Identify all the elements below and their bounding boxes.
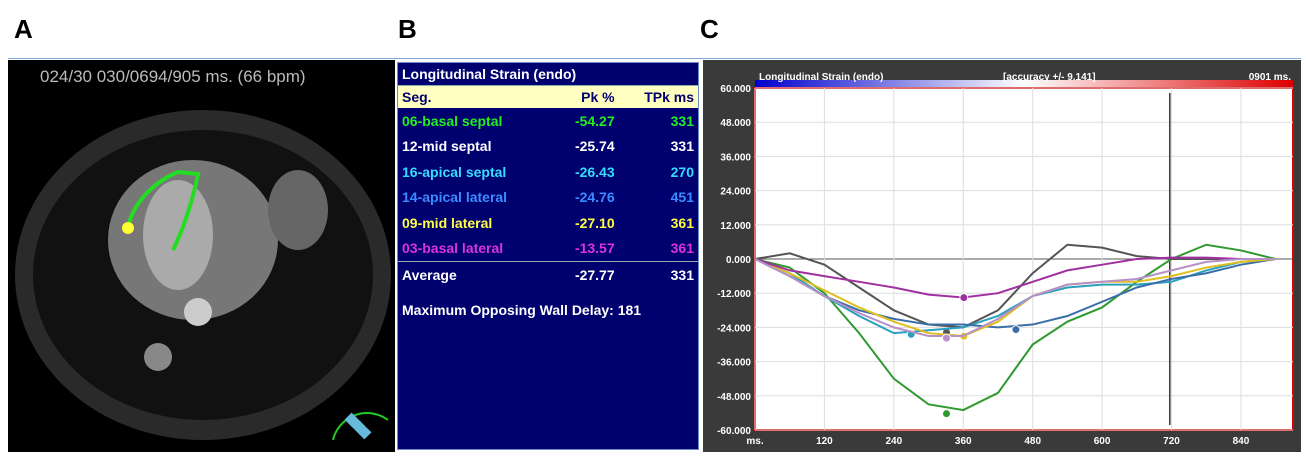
chart: Longitudinal Strain (endo) [accuracy +/- … <box>703 60 1301 452</box>
table-cell: 331 <box>619 262 698 288</box>
peak-marker <box>960 294 968 302</box>
table-cell: 451 <box>619 185 698 211</box>
aorta <box>184 298 212 326</box>
y-tick-label: -48.000 <box>717 392 751 403</box>
y-tick-label: 12.000 <box>720 221 751 232</box>
figure: A B C 024/30 030/0694/905 ms. (66 bpm) L… <box>0 0 1306 456</box>
table-title: Longitudinal Strain (endo) <box>398 63 698 86</box>
contour-point <box>122 222 134 234</box>
peak-marker <box>942 334 950 342</box>
y-tick-label: 24.000 <box>720 187 751 198</box>
panel-label: B <box>398 14 417 45</box>
table-cell: 361 <box>619 210 698 236</box>
table-cell: -27.77 <box>553 262 618 288</box>
table-cell: -54.27 <box>553 108 618 134</box>
table-cell: 14-apical lateral <box>398 185 553 211</box>
chart-title: Longitudinal Strain (endo) <box>759 72 883 83</box>
x-tick-label: 480 <box>1024 436 1041 447</box>
y-tick-label: -24.000 <box>717 323 751 334</box>
table-cell: -24.76 <box>553 185 618 211</box>
table-cell: 331 <box>619 108 698 134</box>
x-tick-label: 120 <box>816 436 833 447</box>
peak-marker <box>1012 326 1020 334</box>
table-cell: -13.57 <box>553 236 618 262</box>
column-header: TPk ms <box>619 86 698 109</box>
table-cell: -25.74 <box>553 134 618 160</box>
pencil-icon <box>345 413 372 440</box>
table-cell: -27.10 <box>553 210 618 236</box>
table-footer: Maximum Opposing Wall Delay: 181 <box>398 288 698 332</box>
spine <box>144 343 172 371</box>
table-cell: 16-apical septal <box>398 159 553 185</box>
time-label: 0901 ms. <box>1249 72 1291 83</box>
x-tick-label: 360 <box>955 436 972 447</box>
mri-image: 024/30 030/0694/905 ms. (66 bpm) <box>8 60 395 452</box>
table-cell: 12-mid septal <box>398 134 553 160</box>
table-cell: 03-basal lateral <box>398 236 553 262</box>
x-tick-label: 720 <box>1163 436 1180 447</box>
y-tick-label: 0.000 <box>726 255 751 266</box>
table-cell: -26.43 <box>553 159 618 185</box>
table-cell: 270 <box>619 159 698 185</box>
x-tick-label: 240 <box>885 436 902 447</box>
table-header: Seg. Pk % TPk ms <box>398 86 698 109</box>
y-tick-label: 48.000 <box>720 118 751 129</box>
chamber <box>268 170 328 250</box>
column-header: Seg. <box>398 86 553 109</box>
panel-label: A <box>14 14 33 45</box>
peak-marker <box>942 410 950 418</box>
chart-panel: Longitudinal Strain (endo) [accuracy +/- … <box>703 60 1301 452</box>
table-cell: 06-basal septal <box>398 108 553 134</box>
panel-label: C <box>700 14 719 45</box>
y-tick-label: 36.000 <box>720 152 751 163</box>
x-tick-label: 600 <box>1094 436 1111 447</box>
mri-panel: 024/30 030/0694/905 ms. (66 bpm) <box>8 60 395 452</box>
strain-table: Longitudinal Strain (endo) Seg. Pk % TPk… <box>398 63 698 288</box>
table-cell: 09-mid lateral <box>398 210 553 236</box>
chart-subtitle: [accuracy +/- 9.141] <box>1003 72 1096 83</box>
y-tick-label: 60.000 <box>720 84 751 95</box>
x-tick-label: 840 <box>1233 436 1250 447</box>
table-cell: 331 <box>619 134 698 160</box>
column-header: Pk % <box>553 86 618 109</box>
y-tick-label: -36.000 <box>717 358 751 369</box>
x-tick-label: ms. <box>746 436 763 447</box>
y-tick-label: -12.000 <box>717 289 751 300</box>
table-cell: Average <box>398 262 553 288</box>
strain-table-panel: Longitudinal Strain (endo) Seg. Pk % TPk… <box>397 62 699 450</box>
image-header: 024/30 030/0694/905 ms. (66 bpm) <box>40 67 306 86</box>
divider <box>8 58 1301 59</box>
table-cell: 361 <box>619 236 698 262</box>
